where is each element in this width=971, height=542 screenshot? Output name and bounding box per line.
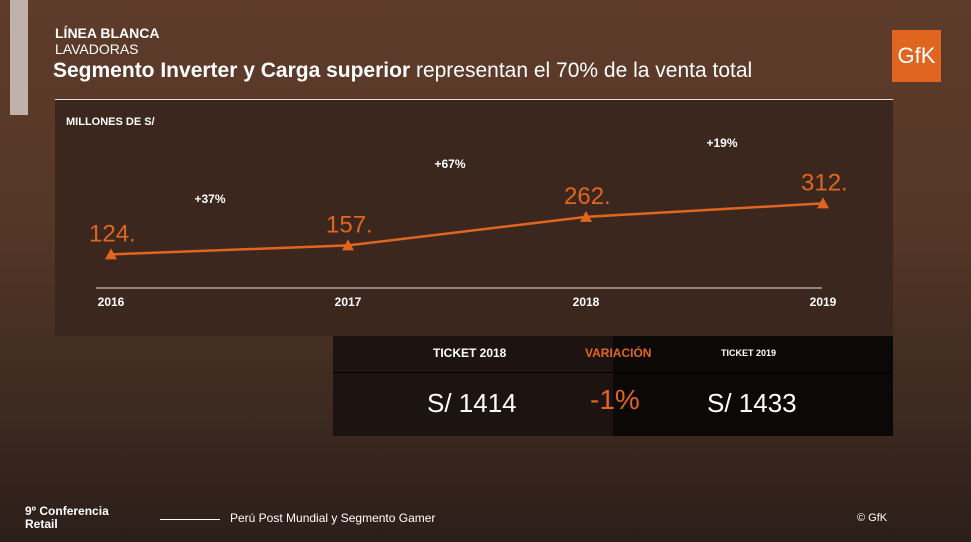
subtitle: LAVADORAS: [55, 41, 139, 57]
x-tick-label: 2017: [335, 295, 362, 309]
footer-copyright: © GfK: [857, 512, 888, 524]
ticket-2019-value: S/ 1433: [707, 388, 797, 418]
ticket-2019-header: TICKET 2019: [721, 348, 777, 358]
data-point-marker: [580, 210, 592, 222]
ticket-2018-value: S/ 1414: [427, 388, 517, 418]
footer-event: Perú Post Mundial y Segmento Gamer: [230, 511, 436, 525]
divider: [55, 99, 893, 100]
data-point-marker: [342, 239, 354, 251]
growth-label: +67%: [434, 157, 465, 171]
ticket-table: TICKET 2018 VARIACIÓN TICKET 2019 S/ 141…: [333, 336, 893, 436]
variation-header: VARIACIÓN: [585, 346, 652, 360]
data-label: 312.: [801, 169, 848, 196]
data-label: 157.: [326, 211, 373, 238]
data-point-marker: [817, 197, 829, 209]
title-bold: Segmento Inverter y Carga superior: [53, 59, 411, 82]
chart-panel: [55, 100, 893, 336]
variation-value: -1%: [590, 384, 640, 415]
y-axis-label: MILLONES DE S/: [66, 116, 155, 128]
supertitle: LÍNEA BLANCA: [55, 25, 160, 41]
gfk-logo: GfK: [892, 30, 941, 82]
growth-label: +19%: [706, 136, 737, 150]
data-point-marker: [105, 248, 117, 260]
footer-conference: 9º Conferencia Retail: [25, 504, 109, 531]
table-divider: [333, 372, 893, 373]
data-label: 262.: [564, 183, 611, 210]
title-rest: representan el 70% de la venta total: [410, 59, 753, 82]
x-tick-label: 2016: [98, 295, 125, 309]
growth-label: +37%: [194, 192, 225, 206]
x-tick-label: 2018: [573, 295, 600, 309]
accent-bar: [10, 0, 28, 115]
data-label: 124.: [89, 220, 136, 247]
page-title: Segmento Inverter y Carga superior repre…: [53, 59, 752, 83]
x-tick-label: 2019: [810, 295, 837, 309]
ticket-2018-header: TICKET 2018: [433, 346, 507, 360]
series-line: [110, 202, 824, 256]
footer-line: [160, 519, 220, 520]
